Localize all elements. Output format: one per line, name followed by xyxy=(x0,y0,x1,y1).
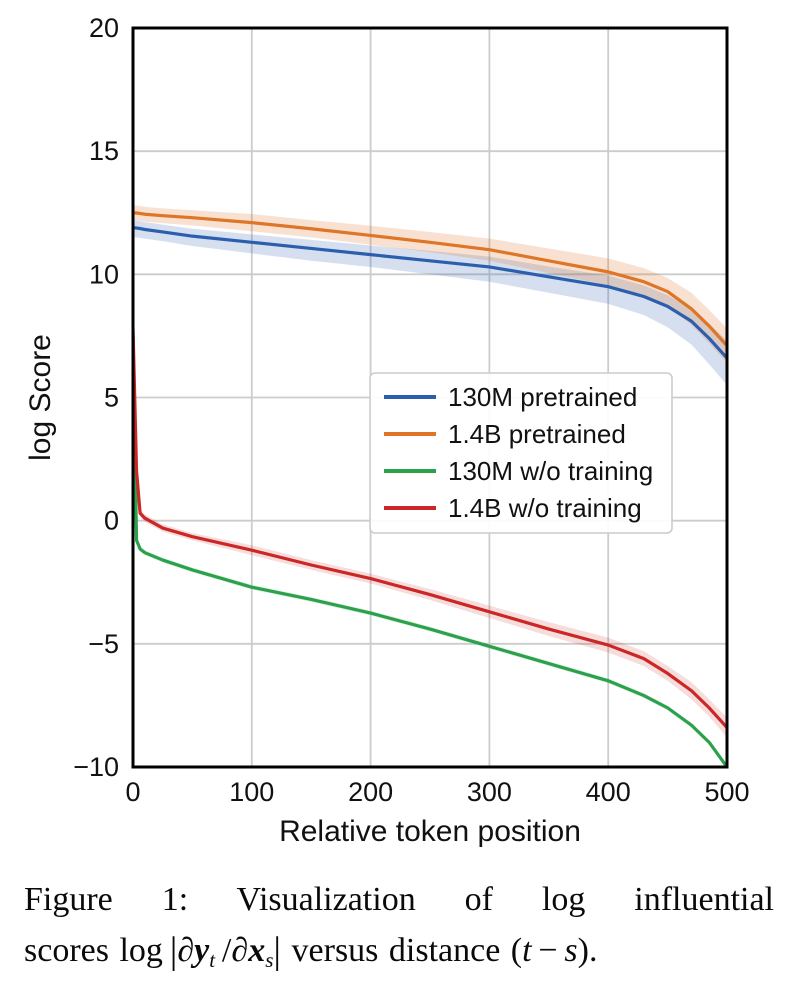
caption-segment-11: t xyxy=(522,932,532,970)
y-tick-label-6: −10 xyxy=(73,752,119,782)
caption-segment-6: ∂ xyxy=(231,932,249,970)
caption-segment-12: − xyxy=(531,932,565,970)
legend-label-1_4b-wo-training: 1.4B w/o training xyxy=(448,493,642,523)
caption-segment-4: t xyxy=(209,948,216,973)
caption-segment-13: s xyxy=(564,932,578,970)
plot-border xyxy=(131,26,729,769)
caption-segment-2: ∂ xyxy=(177,932,195,970)
series-line-130m-wo-training xyxy=(133,334,727,767)
x-tick-label-3: 300 xyxy=(467,777,512,807)
x-tick-label-2: 200 xyxy=(348,777,393,807)
caption-line-1: Figure 1: Visualization of log influenti… xyxy=(24,881,774,918)
series-line-1_4b-pretrained xyxy=(133,211,727,348)
caption-segment-0: scores log xyxy=(24,932,170,970)
caption-segment-1: | xyxy=(169,930,178,973)
y-tick-label-3: 5 xyxy=(104,383,119,413)
y-tick-label-0: 20 xyxy=(89,13,119,43)
legend-label-130m-pretrained: 130M pretrained xyxy=(448,382,637,412)
legend-label-1_4b-pretrained: 1.4B pretrained xyxy=(448,419,626,449)
series-line-1_4b-wo-training xyxy=(133,326,727,730)
x-tick-label-0: 0 xyxy=(125,777,140,807)
x-tick-label-4: 400 xyxy=(586,777,631,807)
y-tick-label-4: 0 xyxy=(104,506,119,536)
y-axis-label: log Score xyxy=(24,334,57,461)
legend: 130M pretrained 1.4B pretrained 130M w/o t… xyxy=(369,372,673,534)
caption-segment-3: y xyxy=(194,932,210,970)
series-line-130m-pretrained xyxy=(133,225,727,360)
caption-segment-8: s xyxy=(265,948,274,973)
y-tick-label-1: 15 xyxy=(89,136,119,166)
caption-segment-5: / xyxy=(215,932,232,970)
x-axis-label: Relative token position xyxy=(279,815,581,848)
caption-segment-10: versus distance ( xyxy=(281,932,523,970)
legend-box xyxy=(369,372,673,534)
y-tick-label-5: −5 xyxy=(88,629,119,659)
caption-segment-7: x xyxy=(248,932,266,970)
caption-line-2: scores log |∂yt /∂xs| versus distance (t… xyxy=(24,924,774,978)
figure-caption: Figure 1: Visualization of log influenti… xyxy=(24,876,774,978)
y-tick-label-2: 10 xyxy=(89,259,119,289)
caption-segment-14: ). xyxy=(577,932,598,970)
confidence-band-1_4b-wo-training xyxy=(133,327,727,738)
caption-segment-9: | xyxy=(273,930,282,973)
x-tick-label-5: 500 xyxy=(704,777,749,807)
x-tick-label-1: 100 xyxy=(229,777,274,807)
confidence-band-1_4b-pretrained xyxy=(133,205,727,364)
plot-area xyxy=(133,205,727,767)
legend-label-130m-wo-training: 130M w/o training xyxy=(448,456,653,486)
